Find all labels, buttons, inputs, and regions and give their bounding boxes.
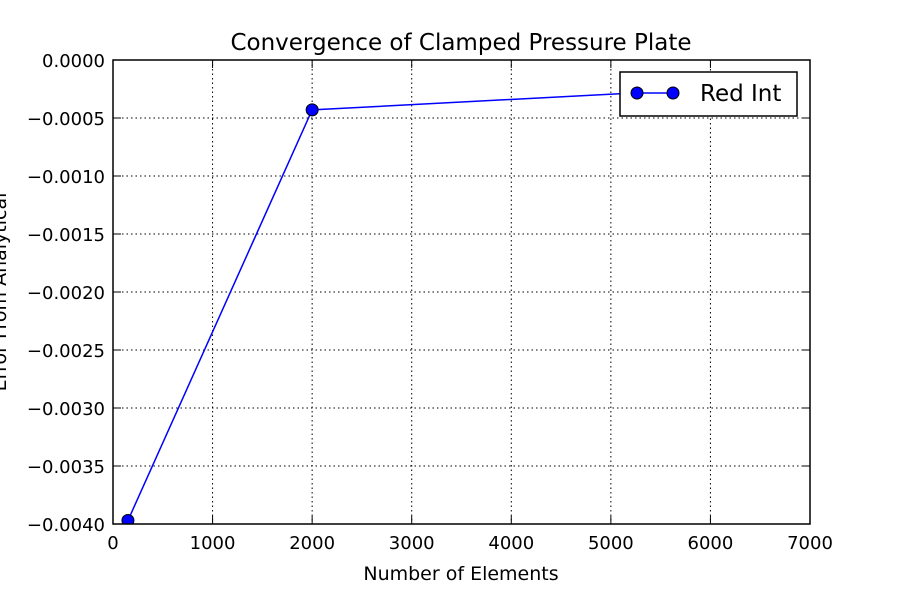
x-tick-label: 0 <box>107 533 118 554</box>
legend: Red Int <box>619 71 798 117</box>
x-tick-label: 7000 <box>787 533 833 554</box>
y-tick-label: 0.0000 <box>42 51 105 72</box>
y-tick-label: −0.0035 <box>27 457 105 478</box>
legend-label: Red Int <box>700 81 781 107</box>
y-tick-label: −0.0025 <box>27 341 105 362</box>
x-tick-label: 3000 <box>389 533 435 554</box>
y-tick-label: −0.0030 <box>27 399 105 420</box>
y-tick-label: −0.0010 <box>27 167 105 188</box>
ticks: 0 1000 2000 3000 4000 5000 6000 7000 0.0000 −0.00… <box>27 51 833 554</box>
y-tick-label: −0.0015 <box>27 225 105 246</box>
data-point <box>121 514 135 524</box>
x-tick-label: 1000 <box>190 533 236 554</box>
x-tick-label: 5000 <box>588 533 634 554</box>
x-tick-label: 4000 <box>488 533 534 554</box>
y-axis-title: Error From Analytical <box>0 193 11 392</box>
y-tick-label: −0.0020 <box>27 283 105 304</box>
y-tick-label: −0.0040 <box>27 515 105 536</box>
y-tick-label: −0.0005 <box>27 109 105 130</box>
series-line <box>127 88 711 521</box>
series-layer <box>121 82 717 524</box>
chart-title: Convergence of Clamped Pressure Plate <box>230 30 691 56</box>
legend-box <box>619 71 798 117</box>
x-tick-label: 6000 <box>688 533 734 554</box>
grid <box>113 60 810 524</box>
x-axis-title: Number of Elements <box>363 563 558 585</box>
data-point <box>305 103 319 117</box>
legend-marker-left <box>630 86 644 100</box>
x-tick-label: 2000 <box>289 533 335 554</box>
legend-marker-right <box>666 86 680 100</box>
